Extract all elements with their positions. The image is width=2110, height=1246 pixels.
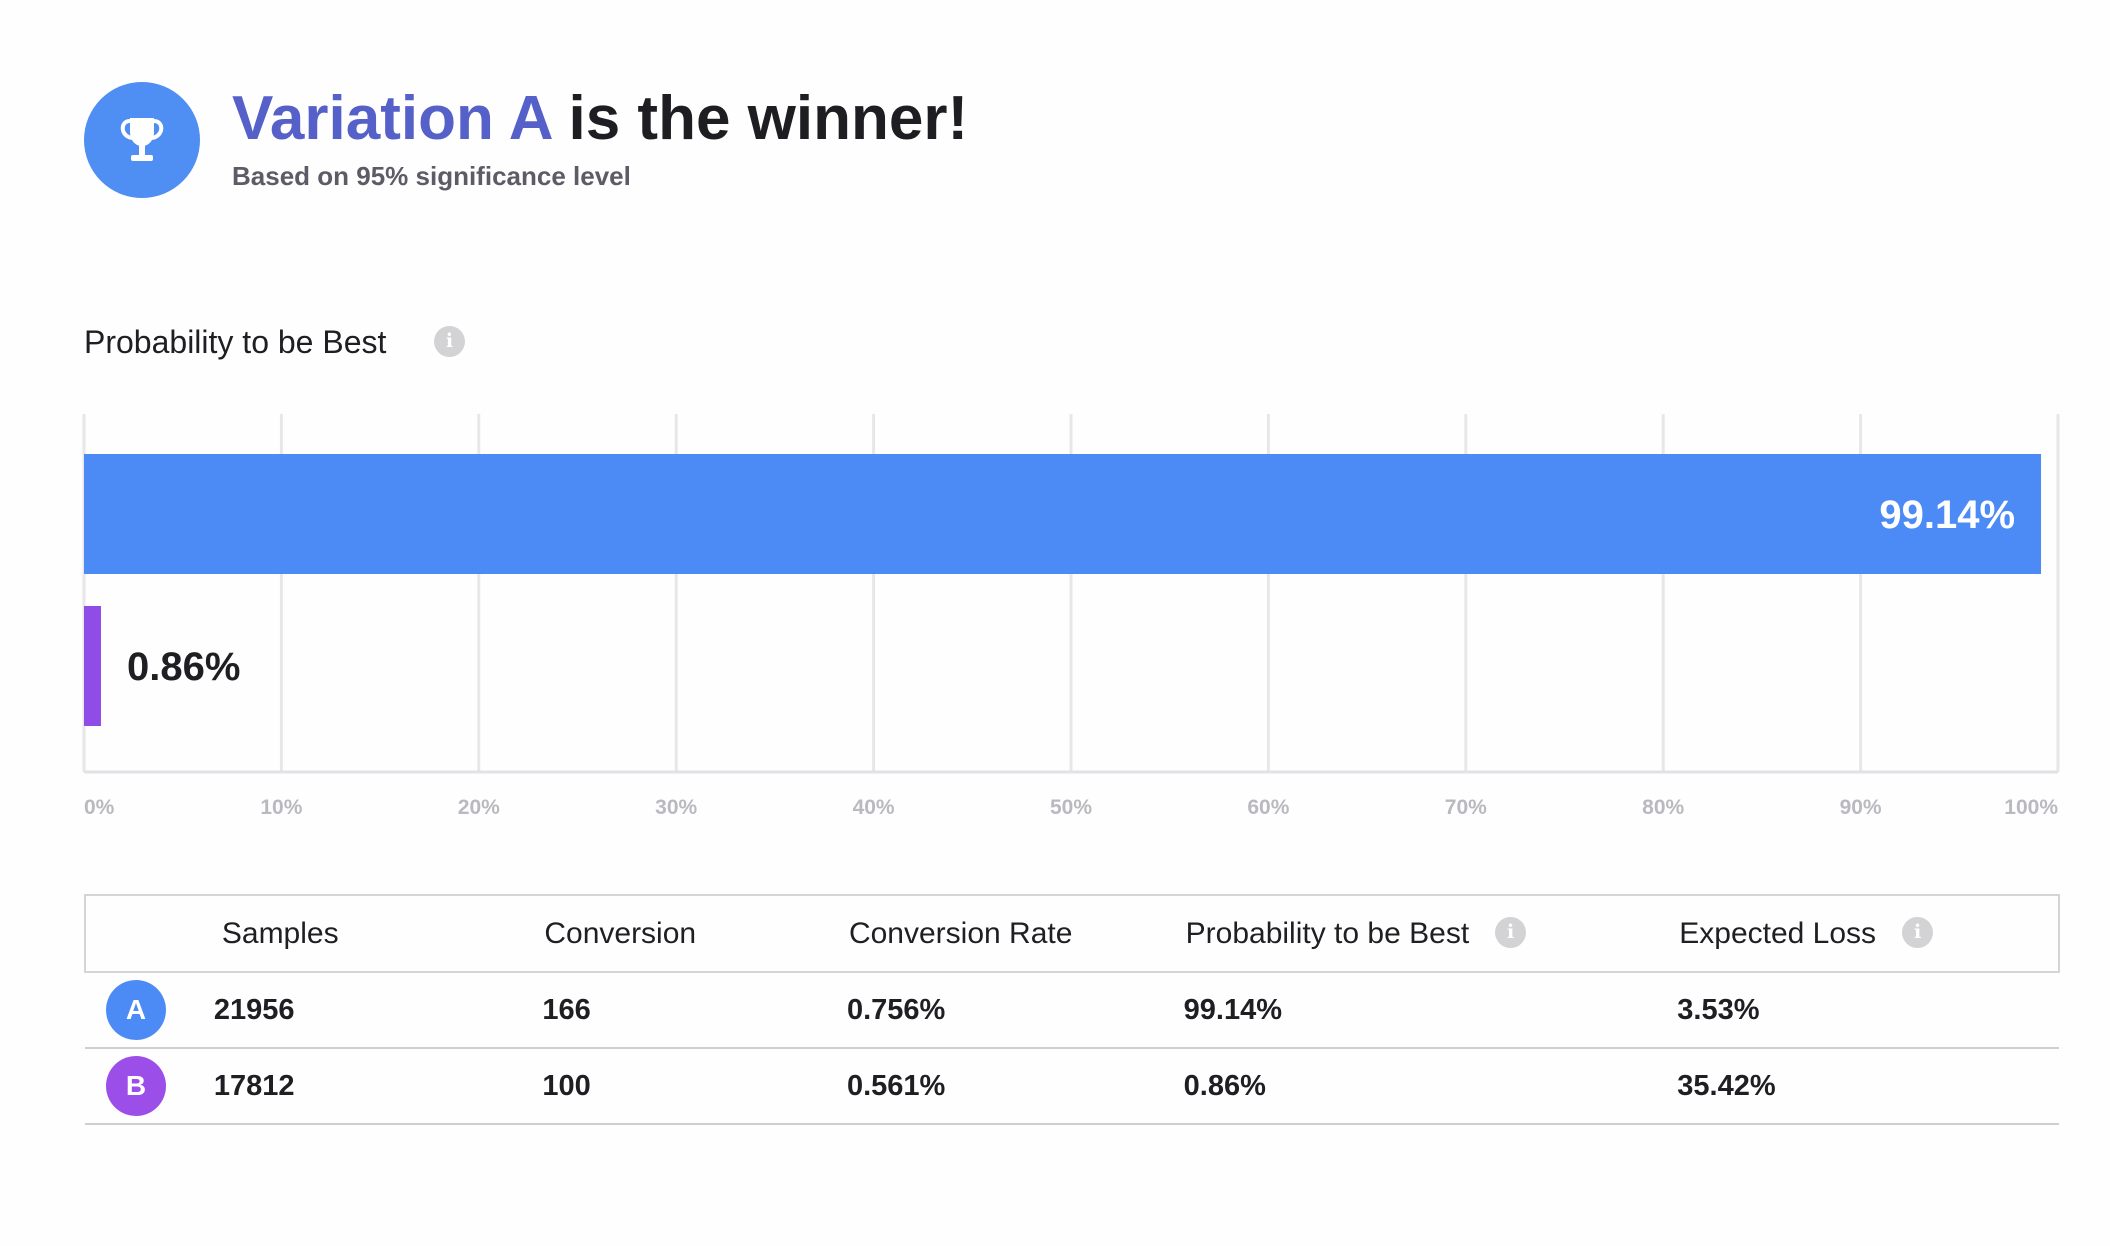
expected-loss-cell: 3.53% (1677, 993, 1760, 1026)
table-row: B 17812 100 0.561% 0.86% 35.42% (85, 1048, 2059, 1124)
significance-subtitle: Based on 95% significance level (232, 161, 631, 191)
header-probability: Probability to be Best i (1183, 894, 1678, 973)
x-tick-label: 60% (1247, 796, 1289, 819)
header-variant (84, 894, 214, 973)
x-tick-label: 70% (1445, 796, 1487, 819)
x-tick-label: 100% (2004, 796, 2058, 819)
conversion-cell: 166 (542, 993, 591, 1026)
table-header-row: Samples Conversion Conversion Rate Proba… (84, 894, 2060, 973)
results-table: Samples Conversion Conversion Rate Proba… (84, 894, 2060, 1125)
x-tick-label: 80% (1642, 796, 1684, 819)
header-expected-loss: Expected Loss i (1677, 894, 2060, 973)
x-tick-label: 20% (458, 796, 500, 819)
variant-cell: B (85, 1048, 214, 1124)
probability-cell: 0.86% (1183, 1069, 1266, 1102)
page-title: Variation A is the winner! (232, 84, 968, 154)
trophy-icon (120, 118, 164, 161)
samples-cell: 17812 (213, 1069, 295, 1102)
trophy-badge (84, 82, 200, 198)
probability-info-icon[interactable]: i (1495, 917, 1527, 949)
variant-a-badge: A (106, 980, 166, 1040)
x-tick-label: 30% (655, 796, 697, 819)
expected-loss-cell: 35.42% (1677, 1069, 1776, 1102)
x-tick-label: 40% (853, 796, 895, 819)
winner-name: Variation A (232, 84, 552, 153)
chart-title: Probability to be Best (84, 324, 387, 360)
info-icon[interactable]: i (434, 326, 465, 357)
conversion-rate-cell: 0.756% (846, 993, 946, 1026)
table-row: A 21956 166 0.756% 99.14% 3.53% (85, 972, 2059, 1048)
bar-value-label: 99.14% (1879, 493, 2015, 537)
expected-loss-info-icon[interactable]: i (1902, 917, 1934, 949)
variant-cell: A (85, 972, 214, 1048)
x-tick-label: 90% (1840, 796, 1882, 819)
x-tick-label: 50% (1050, 796, 1092, 819)
conversion-rate-cell: 0.561% (846, 1069, 946, 1102)
x-tick-label: 10% (260, 796, 302, 819)
bar-b (84, 606, 101, 726)
winner-suffix: is the winner! (551, 84, 969, 153)
variant-b-badge: B (106, 1056, 166, 1116)
x-tick-label: 0% (84, 796, 115, 819)
samples-cell: 21956 (213, 993, 295, 1026)
header-conversion: Conversion (542, 894, 847, 973)
probability-cell: 99.14% (1183, 993, 1283, 1026)
bar-value-label: 0.86% (127, 645, 240, 689)
conversion-cell: 100 (542, 1069, 591, 1102)
header-conversion-rate: Conversion Rate (846, 894, 1184, 973)
bar-a (84, 454, 2042, 574)
header-samples: Samples (213, 894, 543, 973)
